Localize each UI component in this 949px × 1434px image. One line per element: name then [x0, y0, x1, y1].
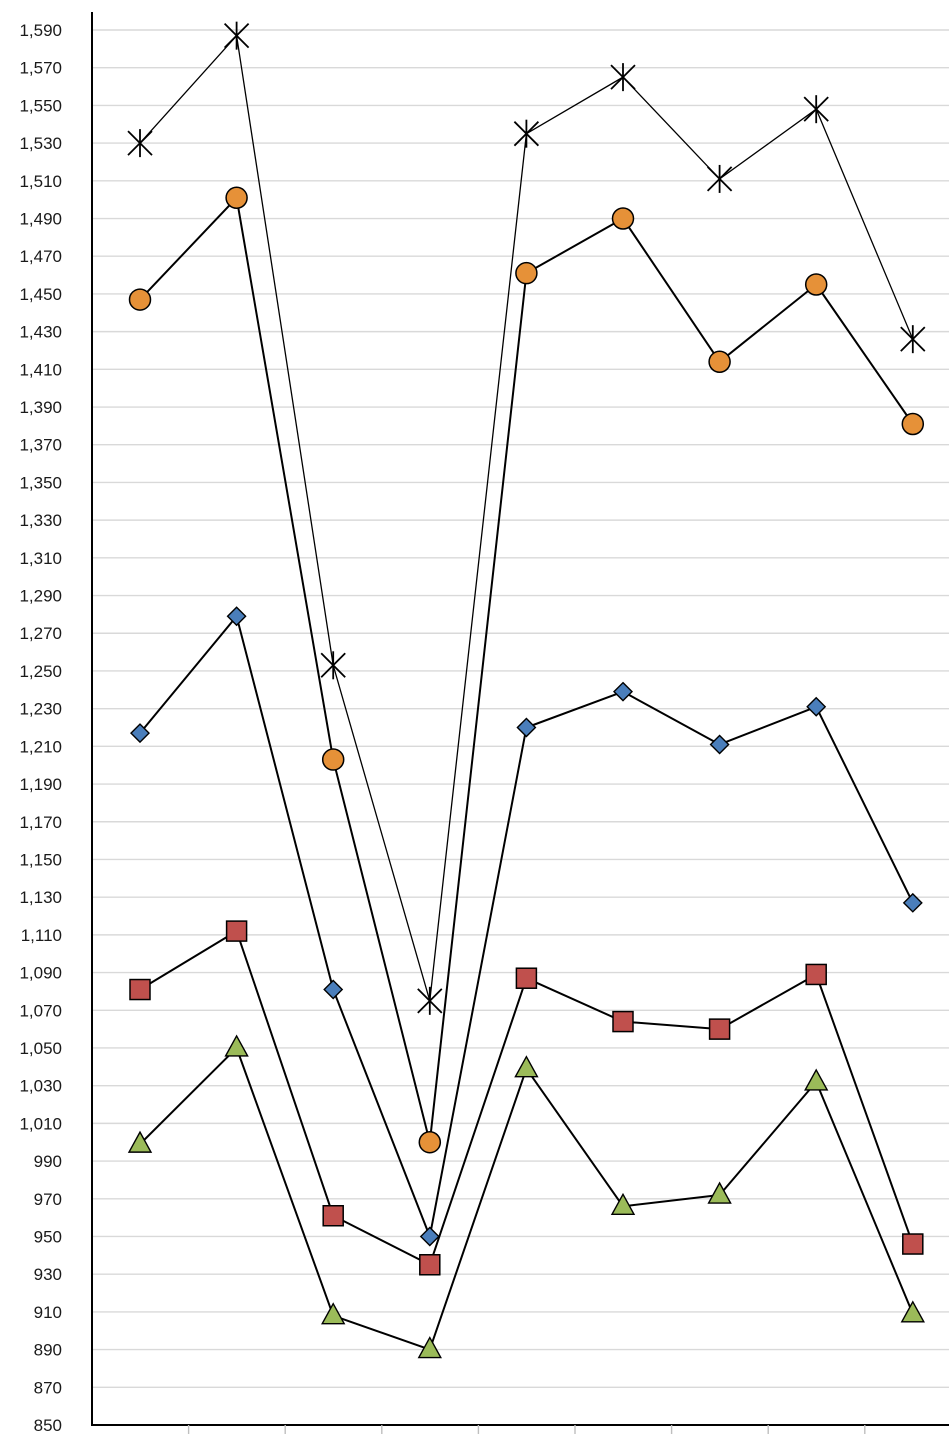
triangle-marker — [417, 1336, 442, 1359]
diamond-marker — [130, 723, 150, 744]
circle-marker — [611, 207, 635, 230]
y-tick-label: 1,230 — [19, 700, 62, 719]
circle-marker — [128, 288, 152, 311]
y-tick-label: 1,130 — [19, 888, 62, 907]
square-marker — [612, 1010, 634, 1033]
triangle-marker — [707, 1181, 732, 1204]
circle-marker — [225, 186, 248, 210]
triangle-marker — [514, 1055, 539, 1078]
axes — [91, 12, 949, 1434]
y-tick-label: 1,170 — [19, 813, 62, 832]
y-tick-label: 1,210 — [19, 737, 62, 756]
circle-marker — [418, 1130, 442, 1154]
y-tick-label: 1,190 — [19, 775, 62, 794]
y-tick-label: 870 — [34, 1378, 62, 1397]
y-tick-label: 930 — [34, 1265, 62, 1284]
y-tick-label: 1,510 — [19, 172, 62, 191]
triangle-marker — [900, 1300, 925, 1323]
y-tick-label: 1,270 — [19, 624, 62, 643]
y-tick-label: 910 — [34, 1303, 62, 1322]
y-tick-label: 890 — [34, 1341, 62, 1360]
circle-marker — [901, 412, 925, 436]
square-marker — [708, 1018, 731, 1040]
y-tick-label: 1,250 — [19, 662, 62, 681]
data-series — [127, 21, 926, 1359]
series-circle — [139, 196, 914, 1144]
y-tick-label: 950 — [34, 1227, 62, 1246]
diamond-marker — [226, 606, 247, 627]
square-marker — [129, 978, 151, 1001]
y-tick-label: 1,110 — [21, 926, 62, 945]
circle-marker — [708, 350, 731, 374]
y-tick-label: 1,010 — [19, 1114, 62, 1133]
diamond-marker — [709, 734, 730, 755]
y-tick-label: 1,550 — [19, 96, 62, 115]
y-tick-label: 1,450 — [19, 285, 62, 304]
series-markers-square — [129, 920, 924, 1276]
y-tick-label: 1,290 — [19, 587, 62, 606]
square-marker — [515, 967, 538, 989]
diamond-marker — [806, 696, 827, 717]
y-tick-label: 1,090 — [19, 964, 62, 983]
triangle-marker — [127, 1130, 153, 1153]
diamond-marker — [323, 979, 344, 1000]
series-markers-diamond — [130, 606, 923, 1247]
series-markers-circle — [128, 186, 925, 1154]
y-tick-label: 1,350 — [19, 473, 62, 492]
square-marker — [805, 963, 827, 986]
y-axis-tick-labels: 850 870 890 910 930 950 970 990 1,010 1,030 1,050 1… — [19, 21, 62, 1434]
circle-marker — [804, 273, 828, 296]
diamond-marker — [516, 717, 537, 738]
y-tick-label: 1,330 — [19, 511, 62, 530]
square-marker — [322, 1205, 344, 1227]
y-tick-label: 990 — [34, 1152, 62, 1171]
y-tick-label: 1,370 — [19, 436, 62, 455]
y-tick-label: 1,310 — [19, 549, 62, 568]
y-tick-label: 1,530 — [19, 134, 62, 153]
triangle-marker — [610, 1192, 636, 1216]
square-marker — [419, 1254, 441, 1276]
triangle-marker — [321, 1302, 346, 1325]
square-marker — [902, 1233, 924, 1255]
diamond-marker — [613, 681, 633, 702]
y-tick-label: 850 — [34, 1416, 62, 1434]
y-tick-label: 1,410 — [19, 360, 62, 379]
y-tick-label: 1,150 — [19, 850, 62, 869]
triangle-marker — [224, 1034, 249, 1057]
y-tick-label: 1,570 — [19, 59, 62, 78]
series-markers-triangle — [127, 1034, 925, 1359]
y-tick-label: 1,050 — [19, 1039, 62, 1058]
y-tick-label: 1,590 — [19, 21, 62, 40]
y-tick-label: 1,390 — [19, 398, 62, 417]
y-tick-label: 1,070 — [19, 1001, 62, 1020]
y-tick-label: 1,490 — [19, 210, 62, 229]
triangle-marker — [804, 1068, 829, 1091]
diamond-marker — [419, 1226, 440, 1247]
y-tick-label: 970 — [34, 1190, 62, 1209]
circle-marker — [321, 748, 345, 771]
y-tick-label: 1,430 — [19, 323, 62, 342]
series-markers-star — [127, 21, 926, 1015]
square-marker — [225, 920, 248, 942]
y-tick-label: 1,030 — [19, 1077, 62, 1096]
y-tick-label: 1,470 — [19, 247, 62, 266]
series-line — [139, 196, 914, 1144]
circle-marker — [515, 261, 538, 285]
diamond-marker — [902, 892, 923, 913]
